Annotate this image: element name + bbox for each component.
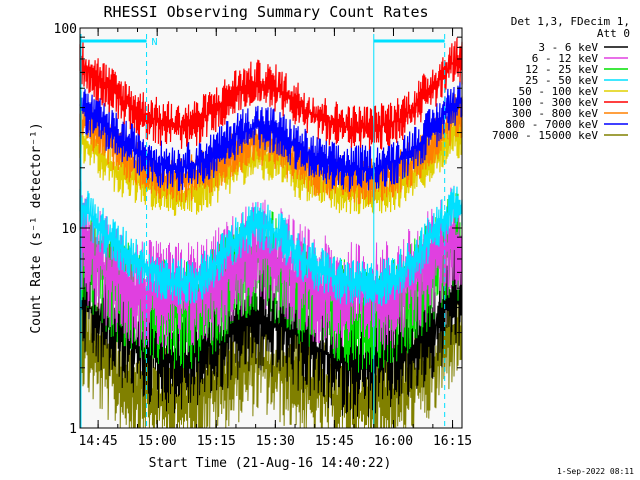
x-tick-label: 15:45 xyxy=(315,434,354,449)
legend-label: 12 - 25 keV xyxy=(525,63,598,76)
x-tick-label: 14:45 xyxy=(79,434,118,449)
series-line-3-6-kev xyxy=(79,244,463,419)
axes: 14:45 15:00 15:15 15:30 15:45 16:00 16:15 1 10 10… xyxy=(54,22,473,449)
night-markers: N xyxy=(80,34,446,428)
x-tick-label: 15:30 xyxy=(256,434,295,449)
x-tick-label: 16:15 xyxy=(433,434,472,449)
series-line-300-800-kev xyxy=(79,93,463,205)
night-marker-label: N xyxy=(152,37,158,48)
x-tick-label: 16:00 xyxy=(374,434,413,449)
series-line-100-300-kev xyxy=(79,37,463,150)
legend-label: 300 - 800 keV xyxy=(512,107,598,120)
legend-label: 3 - 6 keV xyxy=(538,41,598,54)
legend-label: 800 - 7000 keV xyxy=(505,118,598,131)
y-tick-label: 1 xyxy=(69,422,77,437)
legend-label: 100 - 300 keV xyxy=(512,96,598,109)
series-line-25-50-kev xyxy=(79,181,463,306)
legend-header-line-1: Det 1,3, FDecim 1, xyxy=(511,15,630,28)
legend-label: 25 - 50 keV xyxy=(525,74,598,87)
legend-label: 6 - 12 keV xyxy=(532,52,599,65)
series-line-800-7000-kev xyxy=(79,80,463,192)
x-tick-label: 15:15 xyxy=(197,434,236,449)
series-line-6-12-kev xyxy=(79,185,463,352)
series-layer xyxy=(79,37,463,429)
chart-title: RHESSI Observing Summary Count Rates xyxy=(103,3,428,21)
x-tick-label: 15:00 xyxy=(138,434,177,449)
legend-label: 50 - 100 keV xyxy=(519,85,599,98)
footer-timestamp: 1-Sep-2022 08:11 xyxy=(557,467,634,476)
y-tick-label: 10 xyxy=(61,222,77,237)
x-axis-label: Start Time (21-Aug-16 14:40:22) xyxy=(149,456,392,471)
legend-header-line-2: Att 0 xyxy=(597,27,630,40)
legend-label: 7000 - 15000 keV xyxy=(492,129,598,142)
y-axis-label: Count Rate (s⁻¹ detector⁻¹) xyxy=(29,122,44,333)
y-tick-label: 100 xyxy=(54,22,77,37)
